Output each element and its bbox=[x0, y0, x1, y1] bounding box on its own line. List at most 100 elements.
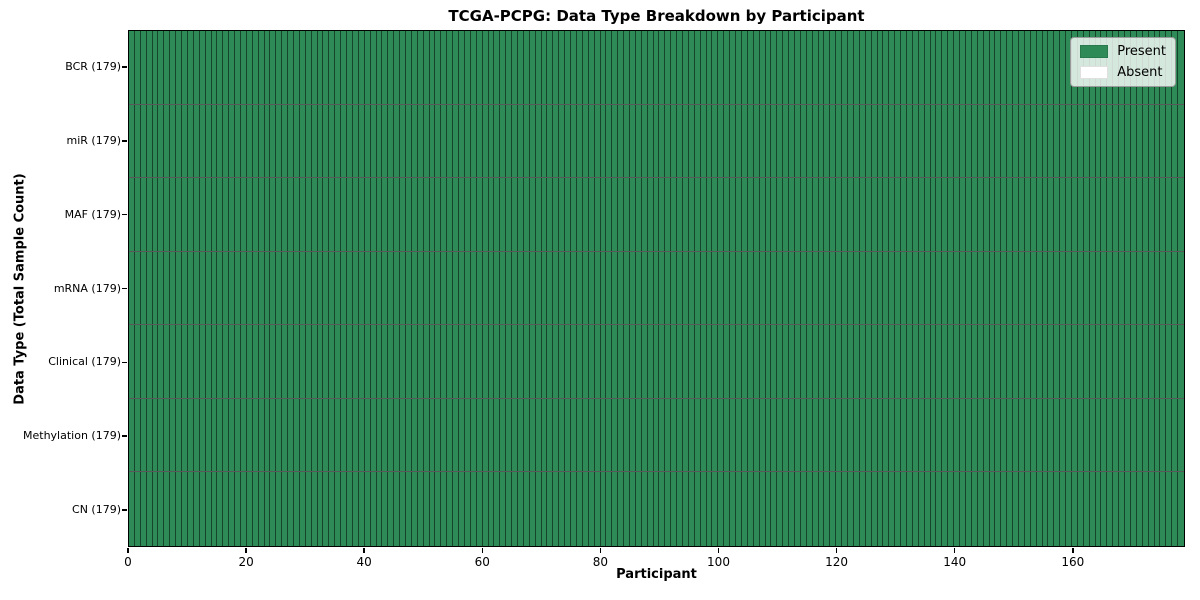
heatmap-cell-present bbox=[388, 325, 395, 398]
heatmap-cell-present bbox=[129, 472, 135, 546]
heatmap-cell-present bbox=[771, 325, 778, 398]
heatmap-cell-present bbox=[294, 398, 300, 472]
heatmap-cell-present bbox=[659, 31, 666, 104]
heatmap-cell-present bbox=[983, 178, 990, 251]
heatmap-cell-present bbox=[948, 178, 955, 251]
heatmap-cell-present bbox=[517, 104, 524, 178]
heatmap-cell-present bbox=[258, 31, 265, 104]
heatmap-cell-present bbox=[541, 251, 548, 325]
heatmap-cell-present bbox=[977, 178, 984, 251]
heatmap-cell-present bbox=[759, 472, 766, 546]
heatmap-cell-present bbox=[217, 398, 224, 472]
heatmap-cell-present bbox=[1130, 398, 1137, 472]
heatmap-cell-present bbox=[983, 398, 990, 472]
heatmap-cell-present bbox=[1095, 398, 1102, 472]
heatmap-cell-present bbox=[700, 325, 707, 398]
heatmap-cell-present bbox=[388, 251, 395, 325]
heatmap-cell-present bbox=[394, 104, 401, 178]
xtick-label-80: 80 bbox=[592, 555, 609, 569]
heatmap-cell-present bbox=[747, 31, 754, 104]
heatmap-cell-present bbox=[1160, 178, 1167, 251]
heatmap-cell-present bbox=[677, 398, 684, 472]
heatmap-cell-present bbox=[229, 104, 236, 178]
heatmap-cell-present bbox=[954, 325, 961, 398]
heatmap-cell-present bbox=[777, 104, 784, 178]
heatmap-cell-present bbox=[647, 325, 654, 398]
heatmap-cell-present bbox=[1077, 251, 1084, 325]
heatmap-cell-present bbox=[417, 398, 424, 472]
heatmap-cell-present bbox=[388, 178, 395, 251]
heatmap-cell-present bbox=[1172, 251, 1179, 325]
heatmap-cell-present bbox=[612, 472, 619, 546]
heatmap-cell-present bbox=[1142, 251, 1149, 325]
heatmap-cell-present bbox=[176, 325, 183, 398]
heatmap-cell-present bbox=[871, 325, 878, 398]
heatmap-cell-present bbox=[812, 31, 819, 104]
heatmap-cell-present bbox=[659, 251, 666, 325]
heatmap-cell-present bbox=[223, 325, 230, 398]
heatmap-cell-present bbox=[883, 325, 890, 398]
heatmap-cell-present bbox=[417, 178, 424, 251]
heatmap-cell-present bbox=[364, 104, 371, 178]
heatmap-cell-present bbox=[1160, 398, 1167, 472]
heatmap-cell-present bbox=[812, 251, 819, 325]
heatmap-cell-present bbox=[936, 472, 943, 546]
heatmap-cell-present bbox=[700, 178, 707, 251]
heatmap-cell-present bbox=[223, 472, 230, 546]
heatmap-cell-present bbox=[341, 251, 348, 325]
heatmap-cell-present bbox=[688, 178, 695, 251]
heatmap-cell-present bbox=[806, 104, 813, 178]
heatmap-cell-present bbox=[912, 472, 919, 546]
heatmap-cell-present bbox=[294, 325, 300, 398]
heatmap-cell-present bbox=[606, 104, 613, 178]
heatmap-cell-present bbox=[606, 325, 613, 398]
heatmap-cell-present bbox=[276, 251, 283, 325]
heatmap-cell-present bbox=[140, 178, 147, 251]
heatmap-cell-present bbox=[1013, 472, 1019, 546]
heatmap-cell-present bbox=[1095, 472, 1102, 546]
heatmap-cell-present bbox=[918, 178, 925, 251]
heatmap-cell-present bbox=[965, 251, 972, 325]
heatmap-cell-present bbox=[288, 472, 295, 546]
heatmap-cell-present bbox=[506, 178, 513, 251]
heatmap-cell-present bbox=[205, 251, 212, 325]
heatmap-cell-present bbox=[712, 325, 719, 398]
heatmap-cell-present bbox=[747, 325, 754, 398]
heatmap-cell-present bbox=[494, 178, 501, 251]
heatmap-cell-present bbox=[370, 178, 377, 251]
heatmap-cell-present bbox=[1119, 178, 1126, 251]
heatmap-cell-present bbox=[906, 472, 913, 546]
heatmap-cell-present bbox=[1107, 104, 1114, 178]
heatmap-cell-present bbox=[411, 398, 418, 472]
heatmap-cell-present bbox=[606, 31, 613, 104]
heatmap-cell-present bbox=[323, 251, 330, 325]
heatmap-cell-present bbox=[470, 104, 477, 178]
heatmap-cell-present bbox=[1030, 398, 1037, 472]
heatmap-cell-present bbox=[653, 178, 660, 251]
heatmap-cell-present bbox=[211, 104, 218, 178]
heatmap-cell-present bbox=[783, 398, 790, 472]
heatmap-cell-present bbox=[217, 31, 224, 104]
heatmap-cell-present bbox=[795, 398, 801, 472]
heatmap-cell-present bbox=[205, 31, 212, 104]
heatmap-cell-present bbox=[1113, 104, 1120, 178]
heatmap-cell-present bbox=[429, 325, 436, 398]
heatmap-cell-present bbox=[152, 472, 159, 546]
heatmap-cell-present bbox=[582, 325, 589, 398]
ytick-mark bbox=[122, 287, 127, 290]
heatmap-cell-present bbox=[1160, 104, 1167, 178]
heatmap-row-maf-179 bbox=[129, 178, 1184, 252]
heatmap-cell-present bbox=[700, 104, 707, 178]
heatmap-cell-present bbox=[376, 398, 383, 472]
heatmap-cell-present bbox=[358, 31, 365, 104]
heatmap-cell-present bbox=[158, 104, 165, 178]
heatmap-cell-present bbox=[653, 251, 660, 325]
heatmap-cell-present bbox=[1054, 178, 1061, 251]
heatmap-cell-present bbox=[547, 31, 554, 104]
heatmap-cell-present bbox=[1030, 31, 1037, 104]
heatmap-cell-present bbox=[270, 31, 277, 104]
heatmap-cell-present bbox=[736, 472, 742, 546]
heatmap-cell-present bbox=[529, 104, 536, 178]
heatmap-cell-present bbox=[771, 472, 778, 546]
ytick-label-methylation-179: Methylation (179) bbox=[23, 429, 121, 443]
